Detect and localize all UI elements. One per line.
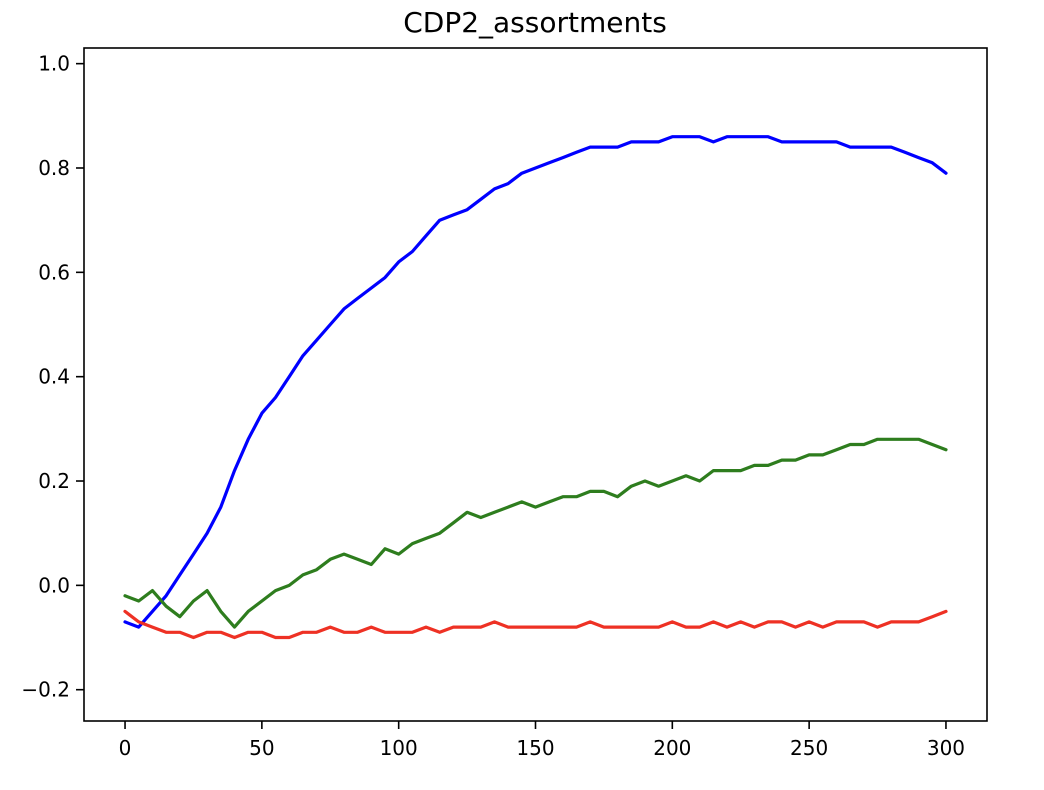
chart-title: CDP2_assortments: [403, 6, 667, 39]
x-tick-label: 50: [249, 736, 274, 760]
x-tick-label: 150: [516, 736, 554, 760]
plot-frame: [83, 47, 988, 722]
y-tick-label: −0.2: [21, 678, 70, 702]
series-line-blue: [123, 135, 948, 629]
x-axis: 0 50 100 150 200 250 300: [119, 721, 965, 760]
series-layer: [123, 135, 948, 640]
x-tick-label: 200: [653, 736, 691, 760]
y-tick-label: 1.0: [38, 52, 70, 76]
y-tick-label: 0.0: [38, 573, 70, 597]
y-tick-label: 0.2: [38, 469, 70, 493]
y-tick-label: 0.6: [38, 260, 70, 284]
y-tick-label: 0.8: [38, 156, 70, 180]
y-axis: −0.2 0.0 0.2 0.4 0.6 0.8 1.0: [21, 52, 84, 702]
x-tick-label: 0: [119, 736, 132, 760]
series-line-red: [123, 609, 948, 640]
x-tick-label: 100: [380, 736, 418, 760]
series-line-green: [123, 437, 948, 629]
y-tick-label: 0.4: [38, 365, 70, 389]
x-tick-label: 250: [790, 736, 828, 760]
x-tick-label: 300: [927, 736, 965, 760]
